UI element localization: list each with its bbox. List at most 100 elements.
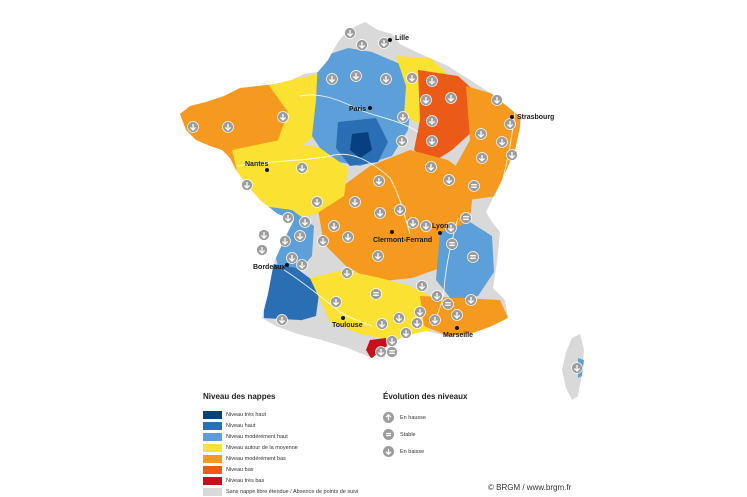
- arrow-down-icon: [394, 204, 406, 216]
- arrow-down-icon: [476, 152, 488, 164]
- city-name: Marseille: [443, 332, 473, 339]
- equals-icon: [370, 288, 382, 300]
- city-dot: [265, 168, 269, 172]
- legend-level-item: Niveau bas: [203, 464, 383, 475]
- legend-swatch: [203, 465, 222, 474]
- legend-levels-list: Niveau très haut Niveau haut Niveau modé…: [203, 409, 383, 497]
- city-dot: [390, 230, 394, 234]
- arrow-down-icon: [294, 230, 306, 242]
- arrow-down-icon: [506, 149, 518, 161]
- arrow-down-icon: [426, 135, 438, 147]
- legend-swatch: [203, 454, 222, 463]
- city-bordeaux: Bordeaux: [253, 263, 289, 271]
- city-name: Bordeaux: [253, 264, 285, 271]
- arrow-down-icon: [317, 235, 329, 247]
- city-name: Clermont-Ferrand: [373, 237, 432, 244]
- legend-levels: Niveau des nappes Niveau très haut Nivea…: [203, 392, 383, 497]
- arrow-down-icon: [393, 312, 405, 324]
- arrow-down-icon: [299, 216, 311, 228]
- city-marseille: Marseille: [443, 326, 473, 339]
- legend-level-label: Niveau très bas: [226, 477, 265, 484]
- legend-evolution-label: En baisse: [400, 448, 425, 455]
- legend-swatch: [203, 410, 222, 419]
- arrow-down-icon: [445, 222, 457, 234]
- arrow-down-icon: [380, 73, 392, 85]
- arrow-down-icon: [276, 314, 288, 326]
- arrow-down-icon: [279, 235, 291, 247]
- arrow-down-icon: [420, 94, 432, 106]
- arrow-down-icon: [496, 136, 508, 148]
- legend-swatch: [203, 443, 222, 452]
- equals-icon: [468, 180, 480, 192]
- zone-very-high: [350, 132, 372, 158]
- arrow-down-icon: [375, 346, 387, 358]
- arrow-down-icon: [326, 73, 338, 85]
- city-dot: [388, 38, 392, 42]
- river-seine: [299, 94, 419, 133]
- city-lille: Lille: [388, 35, 409, 42]
- legend-level-item: Niveau très bas: [203, 475, 383, 486]
- arrow-down-icon: [330, 296, 342, 308]
- city-dot: [455, 326, 459, 330]
- arrow-down-icon: [222, 121, 234, 133]
- arrow-down-icon: [372, 250, 384, 262]
- arrow-down-icon: [344, 27, 356, 39]
- legend-level-label: Niveau haut: [226, 422, 256, 429]
- arrow-down-icon: [296, 162, 308, 174]
- arrow-down-icon: [425, 161, 437, 173]
- arrow-down-icon: [286, 252, 298, 264]
- arrow-down-icon: [504, 118, 516, 130]
- arrow-down-icon: [407, 217, 419, 229]
- legend-evolution: Évolution des niveaux En hausse Stable E…: [383, 392, 523, 460]
- arrow-down-icon: [296, 259, 308, 271]
- city-clermont: Clermont-Ferrand: [373, 230, 432, 244]
- legend-evolution-item: En hausse: [383, 409, 523, 426]
- river-garonne: [283, 269, 373, 327]
- arrow-down-icon: [475, 128, 487, 140]
- arrow-down-icon: [397, 111, 409, 123]
- arrow-down-icon: [349, 196, 361, 208]
- legend-level-label: Niveau bas: [226, 466, 254, 473]
- legend-evolution-item: Stable: [383, 426, 523, 443]
- legend-level-label: Niveau très haut: [226, 411, 267, 418]
- legend-level-label: Sans nappe libre étendue / Absence de po…: [226, 488, 359, 495]
- arrow-down-icon: [426, 115, 438, 127]
- zone-aquitaine: [262, 262, 320, 324]
- arrow-down-icon: [429, 314, 441, 326]
- arrow-down-icon: [406, 72, 418, 84]
- legend-level-item: Sans nappe libre étendue / Absence de po…: [203, 486, 383, 497]
- arrow-down-icon: [420, 220, 432, 232]
- city-name: Nantes: [245, 161, 268, 168]
- city-paris: Paris: [349, 106, 372, 113]
- evolution-markers: [187, 27, 583, 374]
- legend-level-item: Niveau modérément haut: [203, 431, 383, 442]
- arrow-down-icon: [414, 306, 426, 318]
- legend-levels-title: Niveau des nappes: [203, 392, 276, 401]
- legend-level-item: Niveau modérément bas: [203, 453, 383, 464]
- legend-evolution-label: Stable: [400, 431, 416, 438]
- arrow-down-icon: [445, 92, 457, 104]
- arrow-down-icon: [282, 212, 294, 224]
- arrow-down-icon: [256, 244, 268, 256]
- arrow-down-icon: [378, 37, 390, 49]
- city-dot: [341, 316, 345, 320]
- arrow-down-icon: [411, 317, 423, 329]
- equals-icon: [442, 298, 454, 310]
- arrow-down-icon: [383, 446, 394, 457]
- legend-evolution-label: En hausse: [400, 414, 426, 421]
- arrow-down-icon: [341, 267, 353, 279]
- equals-icon: [383, 429, 394, 440]
- legend-swatch: [203, 432, 222, 441]
- equals-icon: [467, 251, 479, 263]
- river-loire: [237, 153, 411, 235]
- arrow-down-icon: [571, 362, 583, 374]
- equals-icon: [446, 238, 458, 250]
- legend-level-label: Niveau autour de la moyenne: [226, 444, 298, 451]
- rivers: [237, 94, 516, 327]
- arrow-down-icon: [396, 135, 408, 147]
- arrow-down-icon: [374, 207, 386, 219]
- arrow-down-icon: [376, 318, 388, 330]
- arrow-down-icon: [277, 111, 289, 123]
- arrow-down-icon: [451, 309, 463, 321]
